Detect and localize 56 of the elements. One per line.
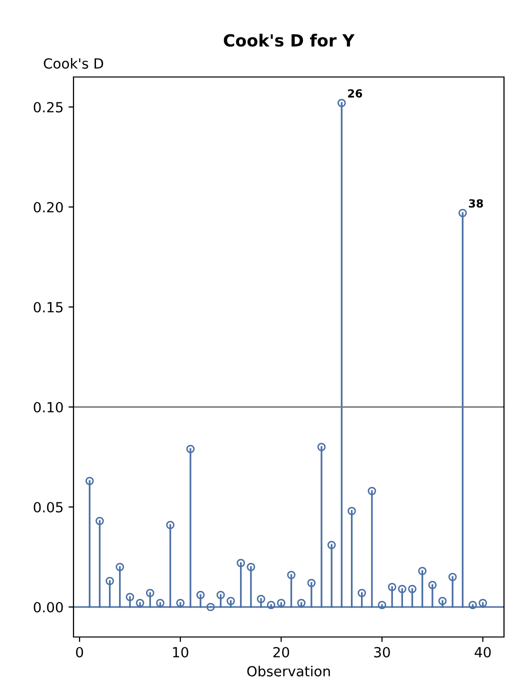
point [287,570,296,580]
point [478,598,487,608]
point [448,572,457,582]
point [388,582,396,592]
chart-title: Cook's D for Y [224,34,355,47]
y-tick-label: 0.00 [34,602,63,612]
point [85,476,94,486]
annotation: 26 [348,89,362,98]
x-tick-label: 40 [474,646,491,658]
point [438,596,447,606]
point [266,600,276,610]
x-tick-label: 30 [374,646,390,658]
point [226,596,235,606]
y-axis-title: Cook's D [44,58,104,69]
point [116,562,124,572]
point [136,598,144,608]
point [246,562,256,572]
point [236,558,246,568]
point [126,592,134,602]
point [408,584,416,594]
point [418,566,427,576]
x-tick-label: 10 [173,646,188,658]
x-tick-label: 0 [76,646,84,658]
point [216,590,225,600]
y-tick-label: 0.05 [34,502,63,512]
point [368,486,376,496]
point [378,600,386,610]
point [398,584,406,594]
y-tick-label: 0.20 [34,202,63,212]
point [106,576,114,586]
point [458,208,467,218]
point [196,590,205,600]
point [358,588,366,598]
x-tick-label: 20 [273,646,290,658]
point [348,506,356,516]
point [186,444,195,454]
point [156,598,164,608]
point [338,98,346,108]
point [96,516,104,526]
x-axis-title: Observation [247,666,330,676]
point [428,580,437,590]
point [176,598,185,608]
y-tick-label: 0.10 [34,402,63,412]
point [468,600,477,610]
point [307,578,316,588]
point [297,598,306,608]
point [327,540,336,550]
point [256,594,266,604]
point [206,602,215,612]
annotation: 38 [468,199,483,208]
y-tick-label: 0.15 [34,302,63,312]
point [166,520,174,530]
y-tick-label: 0.25 [34,102,63,112]
point [146,588,154,598]
point [277,598,286,608]
point [317,442,326,452]
